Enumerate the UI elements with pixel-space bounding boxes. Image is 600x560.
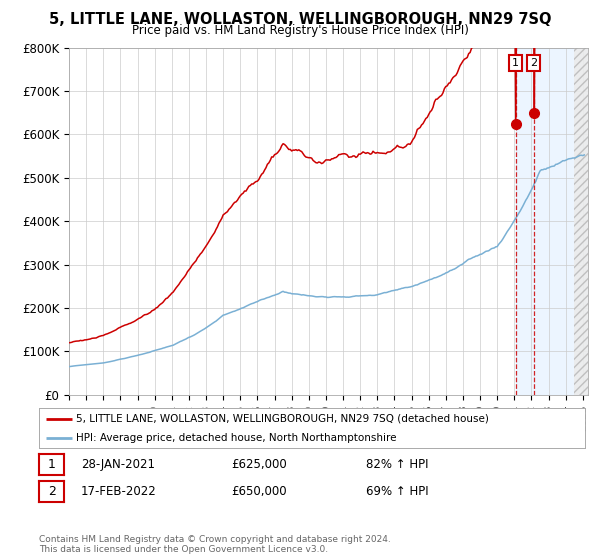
- Bar: [574, 48, 592, 395]
- Text: 5, LITTLE LANE, WOLLASTON, WELLINGBOROUGH, NN29 7SQ: 5, LITTLE LANE, WOLLASTON, WELLINGBOROUG…: [49, 12, 551, 27]
- Text: HPI: Average price, detached house, North Northamptonshire: HPI: Average price, detached house, Nort…: [76, 433, 397, 443]
- Text: 2: 2: [530, 58, 537, 68]
- Text: 1: 1: [512, 58, 519, 68]
- Text: Price paid vs. HM Land Registry's House Price Index (HPI): Price paid vs. HM Land Registry's House …: [131, 24, 469, 37]
- Text: Contains HM Land Registry data © Crown copyright and database right 2024.
This d: Contains HM Land Registry data © Crown c…: [39, 535, 391, 554]
- Text: £625,000: £625,000: [231, 458, 287, 471]
- Text: 82% ↑ HPI: 82% ↑ HPI: [366, 458, 428, 471]
- Text: 2: 2: [47, 485, 56, 498]
- Text: 17-FEB-2022: 17-FEB-2022: [81, 485, 157, 498]
- Text: £650,000: £650,000: [231, 485, 287, 498]
- Text: 5, LITTLE LANE, WOLLASTON, WELLINGBOROUGH, NN29 7SQ (detached house): 5, LITTLE LANE, WOLLASTON, WELLINGBOROUG…: [76, 414, 489, 424]
- Text: 1: 1: [47, 458, 56, 471]
- Text: 28-JAN-2021: 28-JAN-2021: [81, 458, 155, 471]
- Text: 69% ↑ HPI: 69% ↑ HPI: [366, 485, 428, 498]
- Bar: [516, 48, 592, 395]
